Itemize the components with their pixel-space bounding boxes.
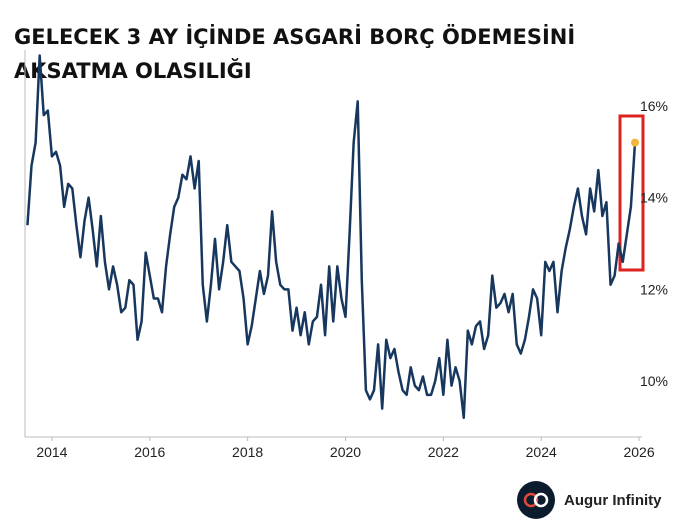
x-tick-label: 2020: [330, 444, 361, 460]
x-tick-label: 2024: [526, 444, 557, 460]
chart-title: GELECEK 3 AY İÇİNDE ASGARİ BORÇ ÖDEMESİN…: [14, 24, 575, 49]
y-tick-label: 14%: [640, 190, 668, 206]
x-tick-label: 2014: [36, 444, 67, 460]
last-point: [631, 138, 640, 147]
x-tick-label: 2016: [134, 444, 165, 460]
x-tick-label: 2022: [428, 444, 459, 460]
line: [26, 54, 637, 419]
logo: [517, 481, 555, 519]
y-tick-label: 12%: [640, 281, 668, 297]
x-tick-label: 2026: [623, 444, 654, 460]
y-tick-label: 10%: [640, 373, 668, 389]
chart-title: AKSATMA OLASILIĞI: [14, 58, 252, 83]
y-tick-label: 16%: [640, 98, 668, 114]
highlight-box: [618, 114, 645, 272]
brand: Augur Infinity: [564, 492, 662, 509]
x-tick-label: 2018: [232, 444, 263, 460]
